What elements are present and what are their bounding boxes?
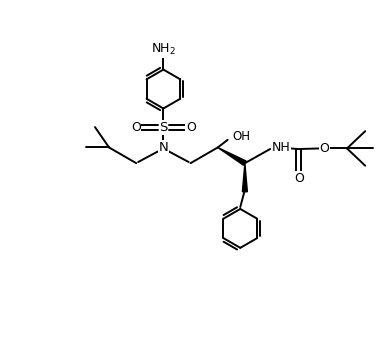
Text: O: O [319,142,329,155]
Text: O: O [186,121,196,134]
Polygon shape [242,163,248,192]
Text: N: N [159,141,168,154]
Text: S: S [159,121,168,134]
Polygon shape [218,148,246,165]
Text: O: O [131,121,141,134]
Text: NH$_2$: NH$_2$ [151,42,176,57]
Text: OH: OH [232,130,250,143]
Text: O: O [294,172,304,185]
Text: NH: NH [272,141,291,154]
